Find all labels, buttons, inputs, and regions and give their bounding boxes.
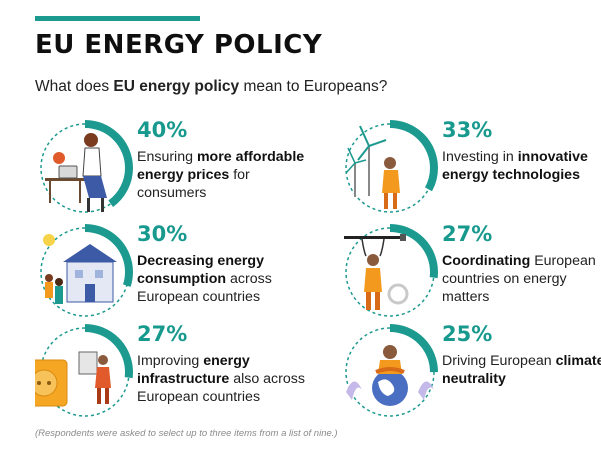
percentage-arc xyxy=(37,120,133,216)
footnote: (Respondents were asked to select up to … xyxy=(35,428,338,439)
stat-item-decreasing-consumption: 30% Decreasing energy consumption across… xyxy=(35,222,335,327)
wind-turbine-worker-icon xyxy=(342,120,438,216)
person-at-laptop-icon xyxy=(37,120,133,216)
description-text: Investing in xyxy=(442,149,518,165)
page-title: EU ENERGY POLICY xyxy=(35,30,323,60)
power-socket-electrician-icon xyxy=(35,324,133,420)
percentage-arc xyxy=(342,224,438,320)
stat-item-climate-neutrality: 25% Driving European climate neutrality xyxy=(340,322,601,427)
stat-description: Coordinating European countries on energ… xyxy=(442,252,601,306)
stat-percentage: 27% xyxy=(137,322,188,346)
description-emphasis: Decreasing energy consumption xyxy=(137,253,264,287)
subtitle-emphasis: EU energy policy xyxy=(113,78,240,95)
stat-description: Driving European climate neutrality xyxy=(442,352,601,388)
stat-item-energy-infrastructure: 27% Improving energy infrastructure also… xyxy=(15,322,335,427)
description-emphasis: Coordinating xyxy=(442,253,531,269)
percentage-arc xyxy=(37,224,133,320)
description-text: for consumers xyxy=(137,167,250,201)
accent-bar xyxy=(35,16,200,21)
description-text: Ensuring xyxy=(137,149,197,165)
description-emphasis: climate neutrality xyxy=(442,353,601,387)
percentage-arc xyxy=(37,324,133,420)
globe-hug-icon xyxy=(342,324,438,420)
stat-percentage: 33% xyxy=(442,118,493,142)
stat-percentage: 40% xyxy=(137,118,188,142)
description-emphasis: energy infrastructure xyxy=(137,353,250,387)
stat-item-coordinating-countries: 27% Coordinating European countries on e… xyxy=(340,222,601,327)
percentage-arc xyxy=(342,120,438,216)
description-text: Driving European xyxy=(442,353,556,369)
description-text: European countries on energy matters xyxy=(442,253,596,305)
stat-description: Investing in innovative energy technolog… xyxy=(442,148,601,184)
description-emphasis: more affordable energy prices xyxy=(137,149,305,183)
stat-description: Decreasing energy consumption across Eur… xyxy=(137,252,312,306)
stat-percentage: 30% xyxy=(137,222,188,246)
stat-description: Ensuring more affordable energy prices f… xyxy=(137,148,312,202)
stat-percentage: 25% xyxy=(442,322,493,346)
house-family-icon xyxy=(37,224,133,320)
page-subtitle: What does EU energy policy mean to Europ… xyxy=(35,78,387,96)
subtitle-text-end: mean to Europeans? xyxy=(239,78,388,95)
stat-description: Improving energy infrastructure also acr… xyxy=(137,352,317,406)
subtitle-text: What does xyxy=(35,78,114,95)
stat-item-innovative-technologies: 33% Investing in innovative energy techn… xyxy=(340,118,601,223)
stat-item-affordable-prices: 40% Ensuring more affordable energy pric… xyxy=(35,118,335,223)
worker-with-cable-icon xyxy=(342,224,438,320)
description-text: across European countries xyxy=(137,271,272,305)
description-text: also across European countries xyxy=(137,371,305,405)
description-text: Improving xyxy=(137,353,204,369)
percentage-arc xyxy=(342,324,438,420)
description-emphasis: innovative energy technologies xyxy=(442,149,588,183)
stat-percentage: 27% xyxy=(442,222,493,246)
